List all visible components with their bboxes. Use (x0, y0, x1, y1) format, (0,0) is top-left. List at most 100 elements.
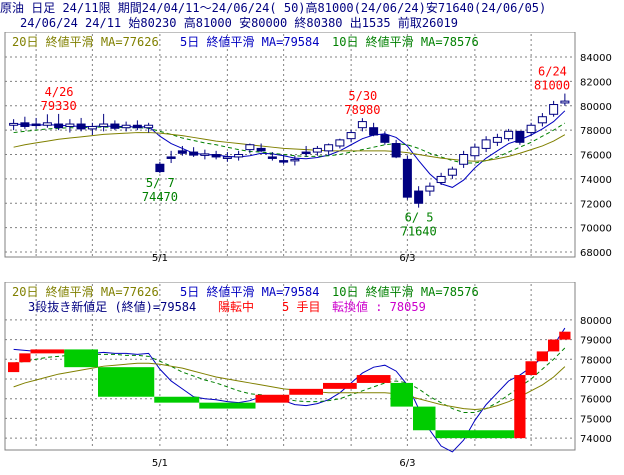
brick-up (514, 375, 526, 439)
y-tick-label: 78000 (580, 126, 612, 137)
candle (470, 143, 480, 160)
header-line-2: 24/06/24 24/11 始80230 高81000 安80000 終803… (20, 16, 459, 30)
candle-body (537, 116, 547, 124)
kagi-info-reversal: 転換値 : 78059 (332, 299, 426, 314)
candle (324, 143, 334, 155)
candle (515, 130, 525, 145)
candle-body (110, 123, 120, 129)
candle-body (560, 100, 570, 104)
brick-down (413, 406, 436, 431)
annotation-date: 4/26 (45, 85, 74, 99)
kagi-info-close: 3段抜き新値足 (終値)=79584 (28, 299, 196, 314)
chart2-bricks (8, 331, 571, 439)
chart1-x-axis: 5/1 6/3 (152, 253, 416, 262)
candle-body (267, 156, 277, 159)
candle-body (20, 122, 30, 127)
candle-body (87, 125, 97, 130)
candle (121, 121, 131, 132)
candle-body (369, 127, 379, 136)
candle-body (132, 124, 142, 129)
chart1-y-axis: 68000 70000 72000 74000 76000 78000 80000 82000… (580, 53, 612, 259)
candle-body (481, 139, 491, 149)
brick-up (255, 394, 290, 403)
candle-body (234, 154, 244, 158)
annotation-date: 6/24 (538, 65, 567, 79)
candle (414, 186, 424, 208)
candle-body (346, 132, 356, 140)
candle (177, 145, 187, 156)
candle (31, 117, 41, 129)
candle (560, 93, 570, 106)
candle-body (436, 175, 446, 184)
candle-body (324, 144, 334, 152)
chart1-frame (4, 32, 576, 258)
candle (301, 145, 311, 157)
kagi-info-status: 陽転中 (218, 299, 254, 314)
brick-down (64, 349, 98, 368)
candle (211, 150, 221, 160)
candle-body (211, 154, 221, 158)
candle-body (312, 147, 322, 153)
chart2-y-axis: 74000 75000 76000 77000 78000 79000 80000 (580, 316, 612, 445)
brick-up (525, 361, 537, 376)
y-tick-label: 76000 (580, 395, 612, 406)
candle (504, 128, 514, 142)
candle (155, 161, 165, 174)
candle-body (76, 123, 86, 130)
candle-body (414, 190, 424, 204)
candle-body (425, 185, 435, 192)
candle-body (515, 130, 525, 143)
brick-down (154, 396, 200, 403)
brick-up (356, 375, 391, 383)
ma-line-20日 (13, 132, 566, 162)
candle-body (99, 123, 109, 127)
candle (357, 118, 367, 132)
candle (9, 119, 19, 131)
candle-body (245, 144, 255, 151)
candle (166, 150, 176, 164)
y-tick-label: 80000 (580, 102, 612, 113)
chart2-x-axis: 5/1 6/3 (152, 458, 416, 469)
candle-body (301, 151, 311, 155)
candle (537, 113, 547, 127)
candle (380, 131, 390, 145)
brick-up (19, 353, 31, 363)
x-tick-label: 6/3 (399, 253, 415, 262)
candle-body (65, 123, 75, 127)
candle-body (380, 134, 390, 143)
chart1-candles (9, 93, 570, 208)
y-tick-label: 72000 (580, 199, 612, 210)
legend-ma10: 10日 終値平滑 MA=78576 (332, 34, 479, 49)
candle-body (166, 156, 176, 159)
annotation-date: 6/ 5 (405, 211, 434, 225)
y-tick-label: 70000 (580, 224, 612, 235)
brick-up (30, 349, 65, 354)
candle-body (189, 151, 199, 156)
annotation-price: 79330 (41, 99, 77, 113)
annotation-date: 5/ 7 (146, 176, 175, 190)
candle (76, 117, 86, 132)
candle-body (391, 143, 401, 158)
candle-body (121, 124, 131, 129)
candle-body (222, 156, 232, 159)
legend2-ma20: 20日 終値平滑 MA=77626 (12, 284, 159, 299)
candle-body (290, 158, 300, 162)
header-line-1: 原油 日足 24/11限 期間24/04/11～24/06/24( 50)高81… (0, 1, 547, 15)
y-tick-label: 78000 (580, 355, 612, 366)
annotation-price: 78980 (344, 103, 380, 117)
candle (481, 136, 491, 153)
brick-down (199, 402, 256, 409)
brick-up (548, 339, 560, 352)
brick-down (390, 382, 413, 407)
chart1-grid (5, 34, 575, 256)
annotation-date: 5/30 (348, 89, 377, 103)
brick-down (435, 430, 515, 439)
candle (459, 150, 469, 168)
candle-body (504, 130, 514, 140)
candle-body (42, 122, 52, 126)
candle-body (256, 147, 266, 152)
candle-body (279, 160, 289, 163)
brick-up (289, 388, 323, 395)
candle-body (549, 104, 559, 115)
candle (447, 166, 457, 179)
